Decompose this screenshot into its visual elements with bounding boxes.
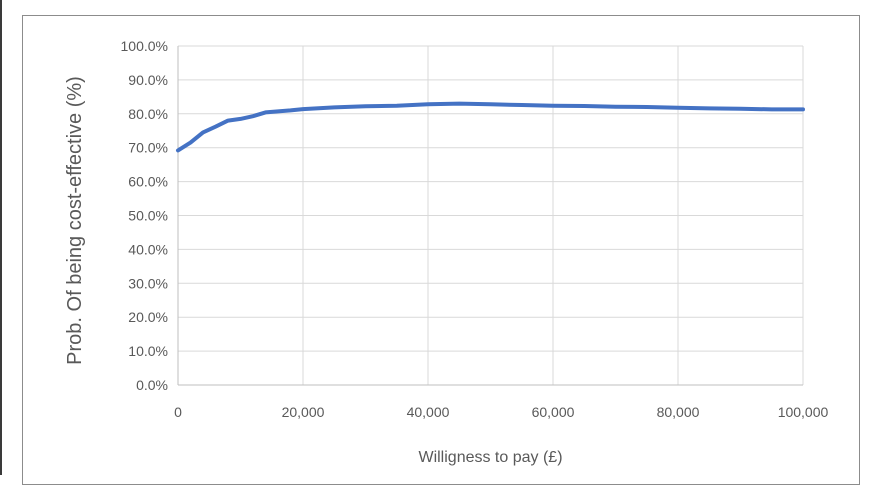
x-tick-label: 0	[174, 404, 182, 420]
y-tick-label: 100.0%	[121, 38, 168, 54]
series	[176, 101, 805, 153]
y-tick-label: 30.0%	[128, 275, 168, 291]
y-tick-label: 70.0%	[128, 140, 168, 156]
x-tick-label: 60,000	[532, 404, 575, 420]
y-tick-label: 80.0%	[128, 106, 168, 122]
chart-frame: 0.0% 10.0% 20.0% 30.0% 40.0% 50.0% 60.0% 70.0% 8…	[22, 15, 860, 485]
x-tick-label: 20,000	[282, 404, 325, 420]
y-tick-label: 10.0%	[128, 343, 168, 359]
y-axis-title: Prob. Of being cost-effective (%)	[64, 76, 86, 365]
x-tick-label: 40,000	[407, 404, 450, 420]
tick-labels: 0.0% 10.0% 20.0% 30.0% 40.0% 50.0% 60.0% 70.0% 8…	[121, 38, 829, 420]
y-tick-label: 20.0%	[128, 309, 168, 325]
series-line	[176, 101, 805, 153]
left-edge-line	[0, 0, 2, 475]
axes	[177, 46, 803, 386]
y-tick-label: 60.0%	[128, 174, 168, 190]
gridlines	[178, 45, 804, 385]
y-tick-label: 50.0%	[128, 208, 168, 224]
y-tick-label: 90.0%	[128, 72, 168, 88]
y-tick-label: 40.0%	[128, 241, 168, 257]
chart-svg: 0.0% 10.0% 20.0% 30.0% 40.0% 50.0% 60.0% 70.0% 8…	[64, 38, 829, 466]
x-tick-label: 80,000	[657, 404, 700, 420]
x-tick-label: 100,000	[778, 404, 829, 420]
y-tick-label: 0.0%	[136, 377, 168, 393]
x-axis-title: Willigness to pay (£)	[418, 449, 562, 466]
